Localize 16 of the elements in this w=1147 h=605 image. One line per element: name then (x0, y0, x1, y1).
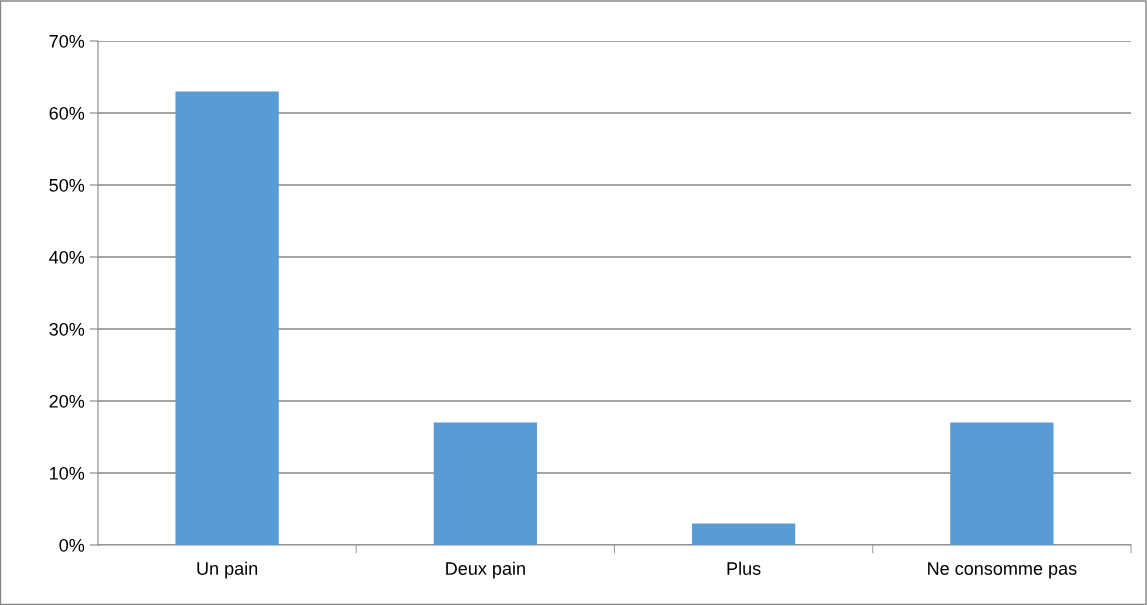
bar (691, 523, 796, 545)
y-tick-label: 30% (49, 322, 85, 336)
x-tick-label: Ne consomme pas (928, 562, 1077, 579)
y-tick-label: 0% (59, 538, 85, 552)
x-tick-label: Un pain (197, 561, 258, 579)
y-tick-label: 60% (49, 106, 85, 120)
y-tick-label: 10% (50, 466, 85, 480)
y-tick-label: 40% (49, 250, 85, 264)
x-tick-label: Deux pain (446, 561, 525, 579)
bar (433, 422, 538, 545)
x-tick-label: Plus (727, 561, 761, 575)
bar (175, 91, 279, 545)
y-tick-label: 20% (49, 394, 85, 408)
y-tick-label: 50% (49, 178, 85, 192)
y-tick-label: 70% (49, 34, 85, 48)
bar (950, 422, 1054, 545)
